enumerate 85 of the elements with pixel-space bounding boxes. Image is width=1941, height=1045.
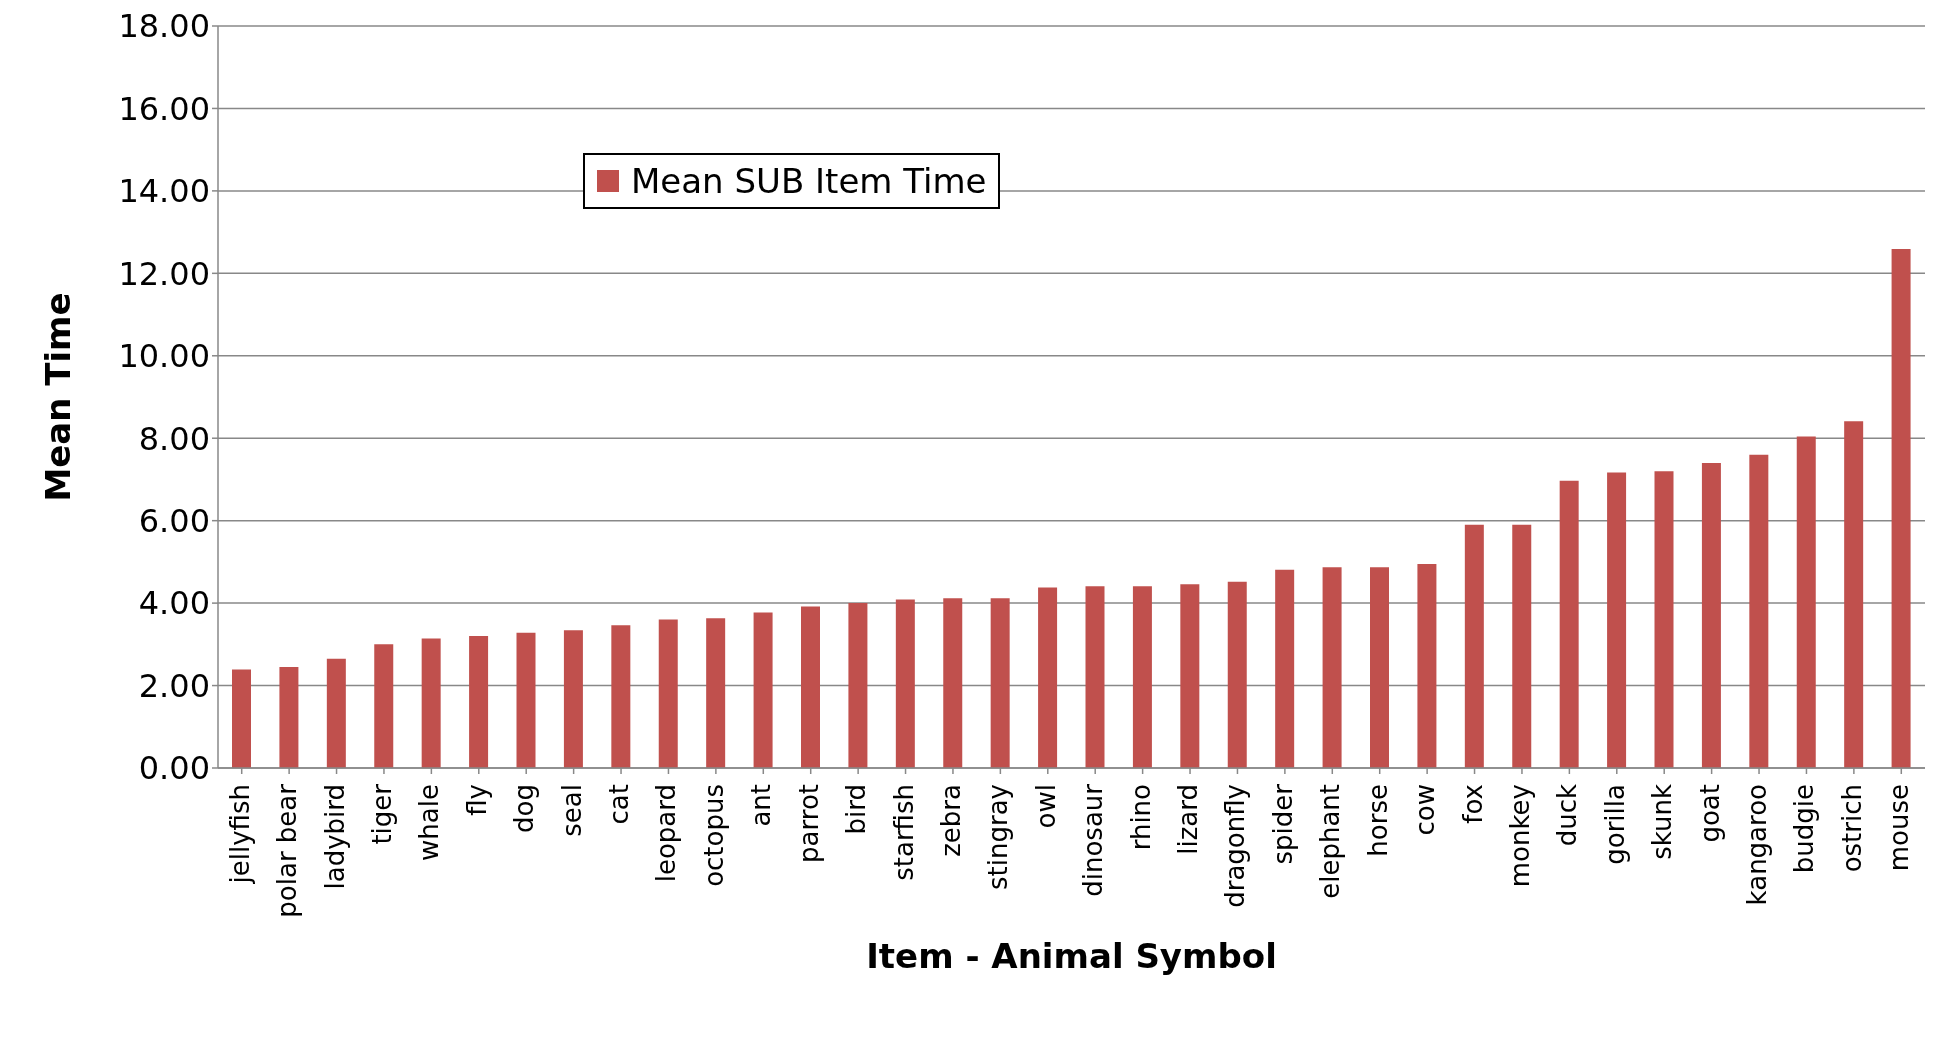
bar [1844, 421, 1864, 768]
x-tick-label: cow [1410, 784, 1441, 836]
bar [279, 667, 299, 768]
x-tick-label: seal [556, 784, 587, 837]
bar [706, 618, 726, 768]
bar [1607, 472, 1627, 768]
x-tick-label: zebra [935, 784, 966, 857]
y-tick-label: 8.00 [138, 419, 210, 458]
bar [1132, 586, 1152, 768]
x-tick-label: duck [1552, 784, 1583, 847]
x-tick-label: whale [414, 784, 445, 861]
bar [1796, 436, 1816, 768]
y-tick-label: 0.00 [138, 749, 210, 788]
bar [753, 612, 773, 768]
y-tick-label: 14.00 [118, 172, 210, 211]
y-axis-title: Mean Time [38, 292, 79, 502]
x-tick-label: spider [1267, 783, 1298, 865]
y-tick-label: 2.00 [138, 666, 210, 705]
x-tick-label: horse [1362, 784, 1393, 857]
x-tick-label: leopard [651, 784, 682, 883]
bar [1891, 249, 1911, 768]
bar [943, 598, 963, 768]
x-tick-label: jellyfish [224, 784, 255, 885]
bar [374, 644, 394, 768]
y-tick-label: 16.00 [118, 89, 210, 128]
bar [1275, 569, 1295, 768]
bar [326, 658, 346, 768]
bar [1512, 524, 1532, 768]
x-tick-label: gorilla [1599, 784, 1630, 865]
x-tick-label: kangaroo [1742, 784, 1773, 906]
bar [232, 669, 251, 768]
bar [1559, 480, 1579, 768]
bar [1701, 462, 1721, 768]
legend-label: Mean SUB Item Time [631, 161, 987, 201]
x-tick-label: ant [746, 784, 777, 827]
y-tick-label: 10.00 [118, 337, 210, 376]
x-tick-label: fly [461, 784, 492, 816]
bar [1654, 471, 1674, 768]
bar [1085, 586, 1105, 768]
bar [1038, 587, 1058, 768]
bar [848, 603, 868, 768]
bar [801, 606, 820, 768]
x-tick-label: starfish [888, 784, 919, 881]
bar [1180, 584, 1200, 768]
bar [1227, 581, 1247, 768]
x-tick-label: cat [604, 784, 635, 825]
bar [1370, 567, 1389, 768]
bar [469, 636, 489, 768]
bar [1749, 454, 1769, 768]
x-tick-label: dinosaur [1078, 783, 1109, 897]
x-tick-label: tiger [366, 783, 397, 845]
x-tick-label: octopus [698, 784, 729, 887]
x-tick-label: parrot [793, 784, 824, 863]
x-tick-label: mouse [1884, 784, 1915, 872]
bar [516, 632, 536, 768]
x-tick-label: rhino [1125, 784, 1156, 851]
bar [421, 638, 441, 768]
x-tick-label: polar bear [272, 783, 303, 918]
x-axis-title: Item - Animal Symbol [866, 936, 1277, 976]
x-tick-label: lizard [1173, 784, 1204, 855]
bar [1464, 524, 1484, 768]
bar [563, 630, 583, 768]
x-tick-label: fox [1457, 784, 1488, 824]
y-tick-label: 18.00 [118, 7, 210, 46]
bar [658, 619, 678, 768]
x-tick-label: skunk [1647, 784, 1678, 860]
y-tick-label: 4.00 [138, 584, 210, 623]
bar [1322, 567, 1342, 768]
bar [1417, 563, 1437, 768]
bar [895, 599, 915, 768]
x-tick-label: ostrich [1836, 784, 1867, 873]
x-tick-label: dog [509, 784, 540, 833]
bar [611, 625, 631, 768]
x-tick-label: owl [1030, 784, 1061, 829]
y-tick-label: 12.00 [118, 254, 210, 293]
x-tick-label: ladybird [319, 784, 350, 890]
bar [990, 598, 1010, 768]
x-tick-label: monkey [1504, 784, 1535, 888]
x-tick-label: stingray [983, 784, 1014, 890]
x-tick-label: elephant [1315, 784, 1346, 899]
x-tick-label: bird [841, 784, 872, 835]
x-tick-label: dragonfly [1220, 784, 1251, 908]
x-tick-label: budgie [1789, 784, 1820, 874]
y-tick-label: 6.00 [138, 502, 210, 541]
x-tick-label: goat [1694, 784, 1725, 843]
